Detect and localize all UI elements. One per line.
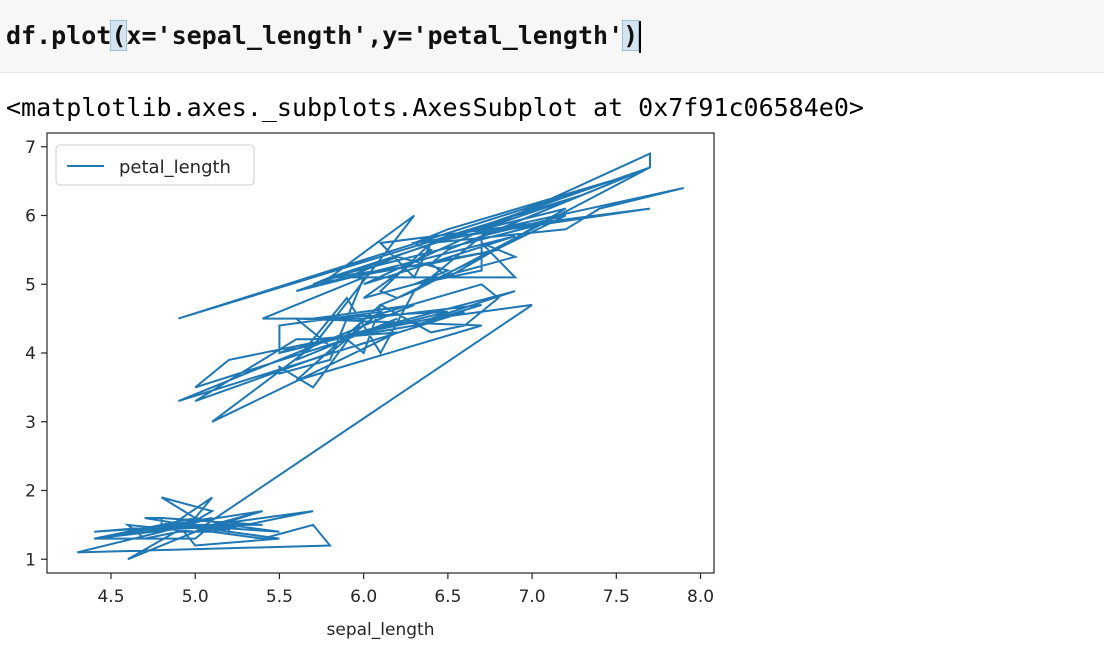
y-tick-label: 5: [25, 275, 36, 295]
x-tick-label: 6.5: [434, 587, 461, 607]
open-paren-match: (: [110, 20, 128, 51]
x-tick-label: 7.5: [603, 587, 630, 607]
y-tick-label: 7: [25, 138, 36, 158]
x-axis-title: sepal_length: [327, 620, 435, 640]
x-tick-label: 6.0: [350, 587, 377, 607]
series-line-petal-length: [77, 152, 684, 561]
y-tick-label: 4: [25, 344, 36, 364]
x-tick-label: 5.5: [266, 587, 293, 607]
y-tick-label: 6: [25, 207, 36, 227]
text-cursor: [639, 21, 642, 53]
legend-label: petal_length: [119, 157, 231, 178]
x-tick-label: 8.0: [687, 587, 714, 607]
code-line[interactable]: df.plot(x='sepal_length',y='petal_length…: [6, 18, 642, 54]
x-tick-label: 7.0: [519, 587, 546, 607]
legend-box: [55, 144, 255, 186]
x-tick-label: 4.5: [97, 587, 124, 607]
code-input-cell[interactable]: df.plot(x='sepal_length',y='petal_length…: [0, 0, 1104, 73]
code-call: df.plot: [6, 21, 112, 50]
x-tick-label: 5.0: [182, 587, 209, 607]
output-repr-text: <matplotlib.axes._subplots.AxesSubplot a…: [6, 93, 864, 122]
y-tick-label: 1: [25, 550, 36, 570]
y-tick-label: 3: [25, 413, 36, 433]
code-arguments: x='sepal_length',y='petal_length': [126, 21, 624, 50]
close-paren-match: ): [622, 20, 640, 51]
y-tick-label: 2: [25, 482, 36, 502]
